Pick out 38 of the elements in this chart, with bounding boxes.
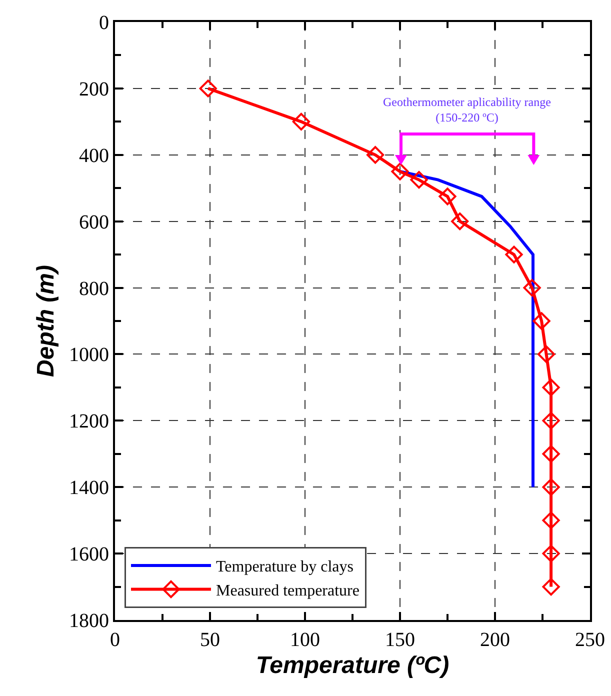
point — [438, 188, 456, 206]
point — [538, 345, 556, 364]
legend-label: Temperature by clays — [216, 558, 354, 576]
point — [542, 412, 560, 430]
y-tick-label: 0 — [99, 12, 109, 34]
x-tick-label: 150 — [385, 629, 415, 651]
point — [542, 378, 560, 396]
y-tick-label: 800 — [79, 278, 109, 300]
y-tick-label: 600 — [79, 211, 109, 234]
point — [542, 578, 560, 596]
annotation: Geothermometer aplicability range (150-220 ºC) — [383, 95, 551, 125]
y-tick-label: 1600 — [69, 544, 109, 566]
point — [523, 278, 541, 297]
y-axis-title: Depth (m) — [32, 265, 60, 377]
point — [505, 246, 523, 264]
point — [451, 212, 469, 230]
point — [292, 112, 310, 130]
y-tick-label: 1400 — [69, 477, 109, 500]
point — [199, 80, 217, 98]
y-tick-label: 1200 — [69, 410, 109, 433]
y-tick-label: 200 — [79, 78, 109, 100]
point — [542, 445, 560, 463]
point — [410, 171, 428, 189]
y-tick-label: 1800 — [69, 610, 109, 632]
y-tick-label: 1000 — [69, 344, 109, 366]
x-tick-label: 100 — [290, 629, 320, 651]
x-axis-title: Temperature (ºC) — [256, 652, 450, 679]
x-tick-label: 50 — [200, 629, 220, 651]
point — [391, 162, 409, 180]
x-tick-label: 250 — [575, 629, 605, 651]
point — [542, 544, 560, 562]
point — [366, 146, 384, 164]
legend-label: Measured temperature — [216, 582, 360, 600]
point — [542, 478, 560, 496]
y-tick-label: 400 — [79, 144, 109, 167]
point — [532, 312, 550, 330]
x-tick-label: 200 — [480, 629, 510, 651]
point — [542, 512, 560, 530]
